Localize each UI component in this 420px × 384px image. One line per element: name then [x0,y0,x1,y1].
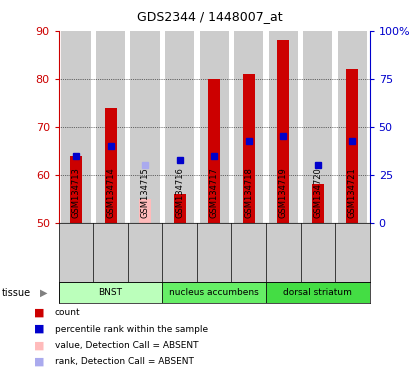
Text: ■: ■ [34,340,44,350]
Bar [96,31,125,223]
Text: ■: ■ [34,308,44,318]
Bar [131,31,160,223]
Bar [105,108,117,223]
Bar [277,40,289,223]
Text: tissue: tissue [2,288,31,298]
Bar [346,69,358,223]
Bar [59,282,163,303]
Text: dorsal striatum: dorsal striatum [284,288,352,297]
Bar [312,184,324,223]
Text: BNST: BNST [99,288,123,297]
Bar [139,199,151,223]
Text: nucleus accumbens: nucleus accumbens [169,288,259,297]
Bar [163,282,266,303]
Text: percentile rank within the sample: percentile rank within the sample [55,324,208,334]
Bar [200,31,229,223]
Text: value, Detection Call = ABSENT: value, Detection Call = ABSENT [55,341,198,350]
Bar [303,31,333,223]
Bar [269,31,298,223]
Bar [266,282,370,303]
Text: count: count [55,308,80,318]
Bar [165,31,194,223]
Text: ■: ■ [34,324,44,334]
Text: ■: ■ [34,356,44,366]
Bar [338,31,367,223]
Bar [243,74,255,223]
Text: rank, Detection Call = ABSENT: rank, Detection Call = ABSENT [55,357,194,366]
Bar [61,31,91,223]
Text: ▶: ▶ [40,288,47,298]
Bar [173,194,186,223]
Bar [70,156,82,223]
Bar [208,79,220,223]
Bar [234,31,263,223]
Text: GDS2344 / 1448007_at: GDS2344 / 1448007_at [137,10,283,23]
